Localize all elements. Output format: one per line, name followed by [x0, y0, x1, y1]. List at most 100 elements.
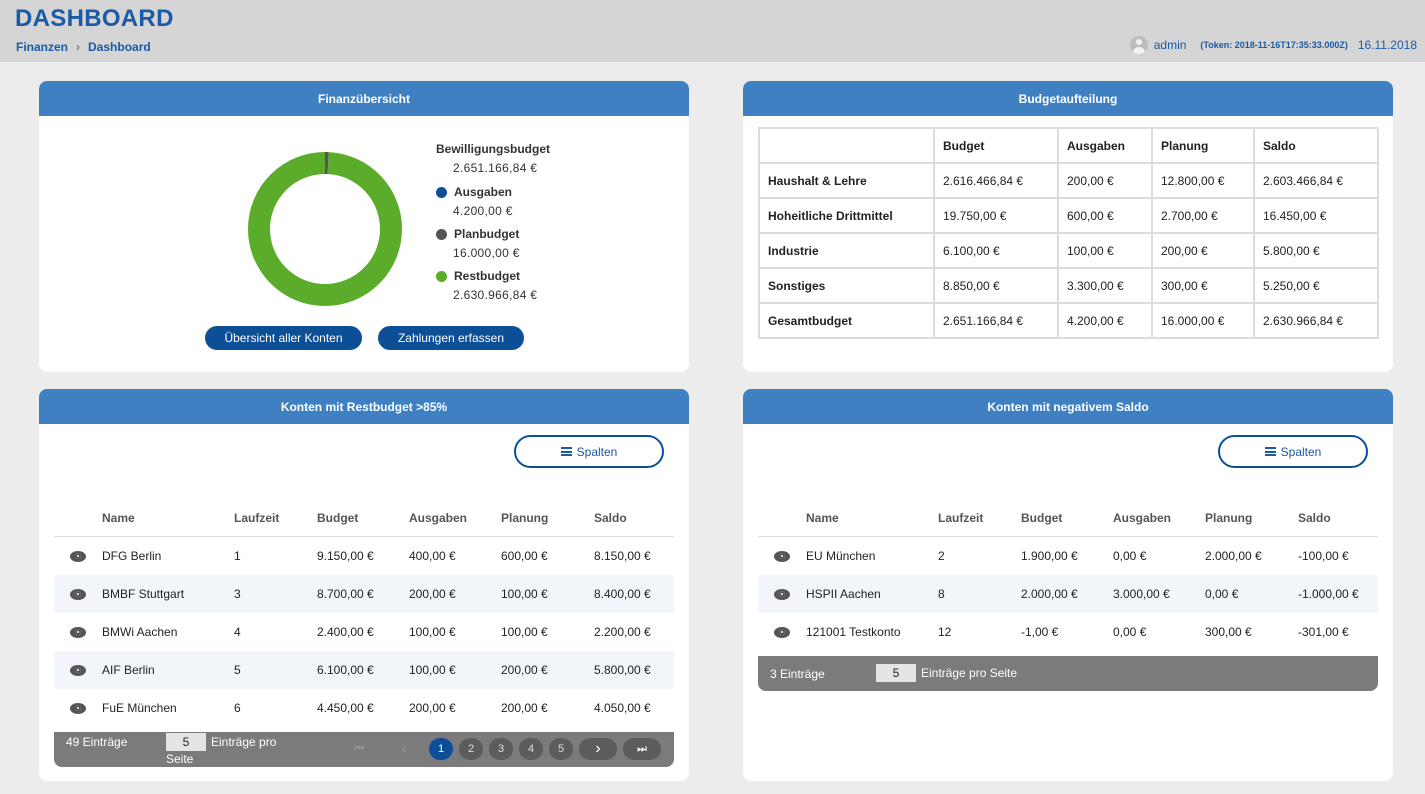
columns-button-label: Spalten	[576, 444, 618, 459]
list-icon	[1264, 447, 1276, 456]
legend-label-planbudget: Planbudget	[454, 227, 520, 241]
accounts-overview-button[interactable]: Übersicht aller Konten	[205, 326, 362, 350]
cell-budget: 2.400,00 €	[317, 625, 374, 639]
budget-cell: 2.700,00 €	[1151, 197, 1255, 234]
negative-balance-title: Konten mit negativem Saldo	[743, 389, 1393, 424]
eye-icon[interactable]	[774, 588, 790, 600]
cell-saldo: 5.800,00 €	[594, 663, 651, 677]
budget-cell: 100,00 €	[1057, 232, 1153, 269]
budget-cell: 2.630.966,84 €	[1253, 302, 1379, 339]
legend-item-planbudget[interactable]: Planbudget	[436, 226, 550, 242]
eye-icon[interactable]	[70, 550, 86, 562]
budget-cell: 2.616.466,84 €	[933, 162, 1059, 199]
legend-dot-planbudget	[436, 228, 447, 240]
cell-planung: 100,00 €	[501, 587, 548, 601]
budget-cell: 300,00 €	[1151, 267, 1255, 304]
cell-ausgaben: 100,00 €	[409, 663, 456, 677]
eye-icon[interactable]	[774, 626, 790, 638]
budget-table: Budget Ausgaben Planung Saldo Haushalt &…	[758, 127, 1379, 339]
page-button-5[interactable]: 5	[549, 738, 573, 760]
eye-icon[interactable]	[774, 550, 790, 562]
table-row: BMWi Aachen 4 2.400,00 € 100,00 € 100,00…	[54, 613, 674, 651]
cell-planung: 300,00 €	[1205, 625, 1252, 639]
cell-laufzeit: 5	[234, 663, 241, 677]
page-button-2[interactable]: 2	[459, 738, 483, 760]
columns-button[interactable]: Spalten	[1218, 435, 1368, 468]
budget-col-planung: Planung	[1151, 127, 1255, 164]
cell-budget: 6.100,00 €	[317, 663, 374, 677]
avatar[interactable]	[1129, 36, 1148, 54]
cell-laufzeit: 4	[234, 625, 241, 639]
budget-cell: 2.651.166,84 €	[933, 302, 1059, 339]
col-ausgaben[interactable]: Ausgaben	[1113, 510, 1172, 525]
budget-col-saldo: Saldo	[1253, 127, 1379, 164]
col-budget[interactable]: Budget	[317, 510, 359, 525]
cell-laufzeit: 6	[234, 701, 241, 715]
col-budget[interactable]: Budget	[1021, 510, 1063, 525]
prev-page-icon[interactable]: ‹	[401, 740, 407, 757]
budget-table-header: Budget Ausgaben Planung Saldo	[758, 127, 1379, 164]
legend-label-ausgaben: Ausgaben	[454, 185, 513, 199]
col-saldo[interactable]: Saldo	[1298, 510, 1331, 525]
cell-budget: 9.150,00 €	[317, 549, 374, 563]
cell-name: AIF Berlin	[102, 663, 155, 677]
budget-row-label: Hoheitliche Drittmittel	[758, 197, 935, 234]
page-title: DASHBOARD	[15, 5, 174, 32]
per-page-select[interactable]: 5	[876, 664, 916, 682]
donut-slice-restbudget[interactable]	[248, 152, 402, 306]
budget-cell: 16.000,00 €	[1151, 302, 1255, 339]
legend-item-ausgaben[interactable]: Ausgaben	[436, 184, 550, 200]
overview-legend: Bewilligungsbudget 2.651.166,84 € Ausgab…	[436, 141, 550, 310]
legend-item-restbudget[interactable]: Restbudget	[436, 268, 550, 284]
budget-cell: 200,00 €	[1057, 162, 1153, 199]
page-button-3[interactable]: 3	[489, 738, 513, 760]
cell-ausgaben: 200,00 €	[409, 587, 456, 601]
negative-balance-card: Konten mit negativem Saldo Spalten Name …	[743, 389, 1393, 781]
cell-ausgaben: 0,00 €	[1113, 549, 1147, 563]
cell-name: HSPII Aachen	[806, 587, 881, 601]
eye-icon[interactable]	[70, 626, 86, 638]
budget-cell: 5.250,00 €	[1253, 267, 1379, 304]
breadcrumb-finanzen[interactable]: Finanzen	[16, 40, 69, 54]
breadcrumb-dashboard[interactable]: Dashboard	[88, 40, 151, 54]
user-name[interactable]: admin	[1153, 38, 1187, 52]
next-page-icon[interactable]: ›	[579, 738, 617, 760]
columns-button[interactable]: Spalten	[514, 435, 664, 468]
record-payments-button[interactable]: Zahlungen erfassen	[378, 326, 524, 350]
col-name[interactable]: Name	[806, 510, 839, 525]
cell-laufzeit: 2	[938, 549, 945, 563]
token-text: (Token: 2018-11-16T17:35:33.000Z)	[1200, 40, 1348, 50]
overview-title: Finanzübersicht	[39, 81, 689, 116]
table-row: BMBF Stuttgart 3 8.700,00 € 200,00 € 100…	[54, 575, 674, 613]
budget-title: Budgetaufteilung	[743, 81, 1393, 116]
eye-icon[interactable]	[70, 702, 86, 714]
col-planung[interactable]: Planung	[501, 510, 549, 525]
per-page-select[interactable]: 5	[166, 733, 206, 751]
cell-ausgaben: 3.000,00 €	[1113, 587, 1170, 601]
negative-balance-footer: 3 Einträge 5 Einträge pro Seite	[758, 656, 1378, 691]
eye-icon[interactable]	[70, 664, 86, 676]
col-laufzeit[interactable]: Laufzeit	[938, 510, 984, 525]
page-button-4[interactable]: 4	[519, 738, 543, 760]
page-button-1[interactable]: 1	[429, 738, 453, 760]
eye-icon[interactable]	[70, 588, 86, 600]
legend-dot-ausgaben	[436, 186, 447, 198]
cell-laufzeit: 1	[234, 549, 241, 563]
rest-budget-footer: 49 Einträge 5 Einträge pro Seite ⏮ ‹ 1 2…	[54, 732, 674, 767]
first-page-icon[interactable]: ⏮	[354, 742, 364, 755]
per-page-label: Einträge pro Seite	[921, 666, 1018, 680]
cell-saldo: 8.400,00 €	[594, 587, 651, 601]
col-laufzeit[interactable]: Laufzeit	[234, 510, 280, 525]
col-saldo[interactable]: Saldo	[594, 510, 627, 525]
col-planung[interactable]: Planung	[1205, 510, 1253, 525]
budget-row-label: Haushalt & Lehre	[758, 162, 935, 199]
last-page-icon[interactable]: ⏭	[623, 738, 661, 760]
cell-budget: 8.700,00 €	[317, 587, 374, 601]
cell-budget: 4.450,00 €	[317, 701, 374, 715]
col-ausgaben[interactable]: Ausgaben	[409, 510, 468, 525]
cell-name: FuE München	[102, 701, 177, 715]
cell-name: BMWi Aachen	[102, 625, 178, 639]
col-name[interactable]: Name	[102, 510, 135, 525]
legend-value-ausgaben: 4.200,00 €	[453, 204, 513, 218]
cell-planung: 200,00 €	[501, 663, 548, 677]
